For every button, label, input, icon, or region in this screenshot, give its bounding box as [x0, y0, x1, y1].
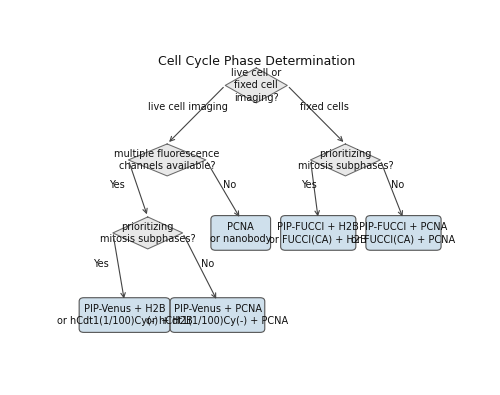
FancyBboxPatch shape [211, 216, 270, 250]
Text: Cell Cycle Phase Determination: Cell Cycle Phase Determination [158, 55, 355, 68]
FancyBboxPatch shape [170, 298, 265, 332]
Text: No: No [391, 180, 404, 190]
Text: PIP-Venus + PCNA
or hCdt1(1/100)Cy(-) + PCNA: PIP-Venus + PCNA or hCdt1(1/100)Cy(-) + … [146, 304, 288, 326]
Text: prioritizing
mitosis subphases?: prioritizing mitosis subphases? [298, 149, 393, 171]
Polygon shape [128, 144, 206, 176]
Text: Yes: Yes [109, 181, 124, 190]
FancyBboxPatch shape [366, 216, 441, 250]
FancyBboxPatch shape [79, 298, 170, 332]
Text: Yes: Yes [94, 259, 109, 269]
Text: PIP-FUCCI + PCNA
or FUCCI(CA) + PCNA: PIP-FUCCI + PCNA or FUCCI(CA) + PCNA [352, 222, 456, 244]
Text: multiple fluorescence
channels available?: multiple fluorescence channels available… [114, 149, 220, 171]
Text: Yes: Yes [300, 180, 316, 190]
FancyBboxPatch shape [280, 216, 356, 250]
Text: fixed cells: fixed cells [300, 102, 348, 112]
Polygon shape [225, 68, 287, 103]
Text: PIP-Venus + H2B
or hCdt1(1/100)Cy(-) + H2B: PIP-Venus + H2B or hCdt1(1/100)Cy(-) + H… [56, 304, 192, 326]
Polygon shape [113, 217, 182, 249]
Polygon shape [310, 144, 380, 176]
Text: PIP-FUCCI + H2B
or FUCCI(CA) + H2B: PIP-FUCCI + H2B or FUCCI(CA) + H2B [270, 222, 367, 244]
Text: live cell imaging: live cell imaging [148, 102, 228, 112]
Text: No: No [222, 180, 236, 190]
Text: PCNA
or nanobody: PCNA or nanobody [210, 222, 272, 244]
Text: No: No [201, 259, 214, 269]
Text: prioritizing
mitosis subphases?: prioritizing mitosis subphases? [100, 222, 196, 244]
Text: live cell or
fixed cell
imaging?: live cell or fixed cell imaging? [231, 68, 281, 103]
